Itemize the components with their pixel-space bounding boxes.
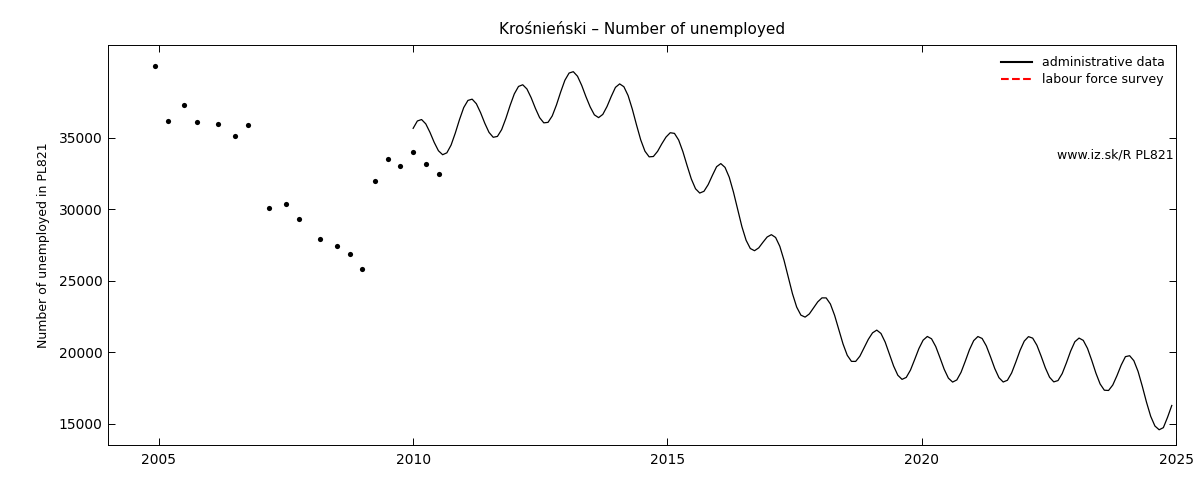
Point	[391, 162, 410, 170]
Point	[416, 160, 436, 168]
Point	[175, 101, 194, 109]
Title: Krośnieński – Number of unemployed: Krośnieński – Number of unemployed	[499, 21, 785, 37]
Legend: administrative data, labour force survey: administrative data, labour force survey	[996, 52, 1170, 91]
Point	[340, 250, 359, 258]
Point	[239, 121, 258, 129]
Point	[259, 204, 278, 212]
Point	[311, 236, 330, 244]
Point	[145, 62, 164, 70]
Point	[353, 266, 372, 274]
Text: www.iz.sk/R PL821: www.iz.sk/R PL821	[1057, 149, 1174, 162]
Point	[328, 242, 347, 250]
Y-axis label: Number of unemployed in PL821: Number of unemployed in PL821	[37, 142, 50, 348]
Point	[428, 170, 448, 177]
Point	[226, 132, 245, 140]
Point	[403, 148, 422, 156]
Point	[158, 116, 178, 124]
Point	[187, 118, 206, 126]
Point	[276, 200, 295, 207]
Point	[378, 156, 397, 164]
Point	[209, 120, 228, 128]
Point	[365, 176, 384, 184]
Point	[289, 216, 308, 224]
